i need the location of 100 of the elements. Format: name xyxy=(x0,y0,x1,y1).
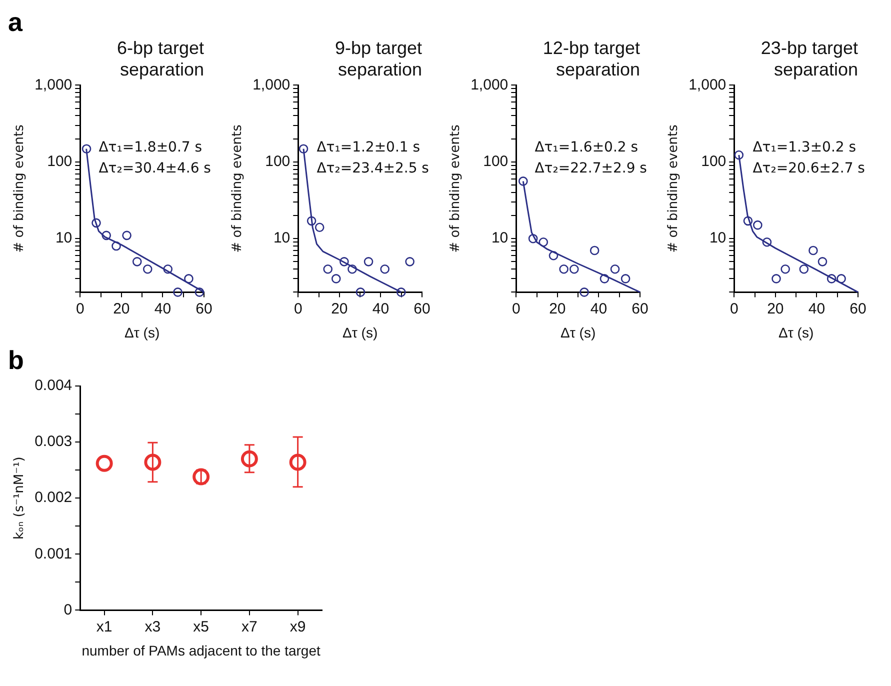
x-tick-label: x3 xyxy=(144,618,161,636)
x-axis-title: Δτ (s) xyxy=(342,324,378,340)
point xyxy=(799,264,809,274)
x-tick-label: 20 xyxy=(549,300,566,318)
x-tick-label: 0 xyxy=(512,300,520,318)
point xyxy=(753,220,762,230)
point xyxy=(142,264,152,274)
point xyxy=(772,274,781,284)
point xyxy=(92,218,101,228)
point xyxy=(780,264,790,274)
x-tick-label: 60 xyxy=(414,300,430,318)
text: a xyxy=(8,7,24,37)
y-tick-label: 100 xyxy=(47,153,72,170)
x-tick-label: 60 xyxy=(632,300,648,318)
point xyxy=(132,257,142,266)
annotation: Δτ₁=1.6±0.2 s xyxy=(534,140,638,156)
chart-title: 9-bp target separation xyxy=(334,38,422,80)
chart-title: 12-bp target separation xyxy=(542,38,640,80)
y-tick-label: 100 xyxy=(483,153,508,170)
point xyxy=(331,274,341,284)
y-tick-label: 10 xyxy=(491,230,508,247)
y-axis-title: # of binding events xyxy=(12,124,28,253)
point xyxy=(559,264,568,274)
point xyxy=(580,288,589,297)
point xyxy=(144,454,162,471)
point xyxy=(620,274,630,284)
point xyxy=(323,264,333,274)
point xyxy=(194,288,204,297)
point xyxy=(518,176,528,186)
annotation: Δτ₁=1.2±0.1 s xyxy=(316,140,420,156)
point xyxy=(396,288,406,297)
annotation: Δτ₂=20.6±2.7 s xyxy=(752,160,865,177)
point xyxy=(163,264,173,274)
y-axis-title: # of binding events xyxy=(230,124,246,253)
annotation: Δτ₂=30.4±4.6 s xyxy=(98,160,211,177)
point xyxy=(808,246,818,256)
point xyxy=(184,274,194,284)
point xyxy=(306,216,316,226)
x-tick-label: x1 xyxy=(96,618,112,636)
x-axis-title: Δτ (s) xyxy=(778,324,814,340)
x-tick-label: 0 xyxy=(76,300,84,318)
point xyxy=(818,257,828,266)
point xyxy=(96,454,113,472)
y-tick-label: 1,000 xyxy=(688,76,726,94)
point xyxy=(240,450,258,468)
annotation: Δτ₂=23.4±2.5 s xyxy=(316,160,429,177)
point xyxy=(122,230,132,240)
x-tick-label: 20 xyxy=(113,300,130,318)
annotation: Δτ₁=1.8±0.7 s xyxy=(98,140,202,156)
point xyxy=(356,288,366,297)
y-axis-title: kₒₙ (s⁻¹nM⁻¹) xyxy=(12,456,28,540)
text: b xyxy=(8,345,25,375)
point xyxy=(289,454,306,471)
x-axis-title: Δτ (s) xyxy=(124,324,160,340)
point xyxy=(102,230,112,240)
point xyxy=(836,274,846,284)
point xyxy=(340,257,349,266)
x-axis-title: Δτ (s) xyxy=(560,324,596,340)
chart-title: 6-bp target separation xyxy=(116,38,204,80)
point xyxy=(590,246,600,256)
y-tick-label: 10 xyxy=(273,230,290,247)
x-tick-label: 60 xyxy=(850,300,866,318)
y-tick-label: 1,000 xyxy=(470,76,508,94)
y-tick-label: 0.001 xyxy=(34,545,72,562)
point xyxy=(548,250,558,260)
x-tick-label: x5 xyxy=(193,618,209,636)
y-tick-label: 0.004 xyxy=(34,377,72,394)
annotation: Δτ₂=22.7±2.9 s xyxy=(534,160,647,177)
y-tick-label: 0.003 xyxy=(34,433,72,450)
x-tick-label: x7 xyxy=(242,618,258,636)
y-tick-label: 1,000 xyxy=(252,76,290,94)
point xyxy=(314,222,324,232)
point xyxy=(405,257,414,266)
point xyxy=(528,234,538,244)
point xyxy=(82,144,92,154)
point xyxy=(348,264,357,274)
x-tick-label: 60 xyxy=(196,300,212,318)
point xyxy=(173,288,182,297)
point xyxy=(298,144,308,154)
point xyxy=(538,237,548,247)
y-axis-title: # of binding events xyxy=(666,124,682,253)
y-tick-label: 10 xyxy=(709,230,726,247)
y-tick-label: 0 xyxy=(64,601,72,618)
y-tick-label: 0.002 xyxy=(34,489,72,506)
point xyxy=(734,150,744,160)
point xyxy=(364,257,374,266)
x-tick-label: 40 xyxy=(372,300,390,318)
point xyxy=(826,274,836,284)
x-tick-label: 20 xyxy=(331,300,348,318)
x-tick-label: 40 xyxy=(808,300,826,318)
point xyxy=(743,216,753,226)
point xyxy=(610,264,620,274)
x-axis-title: number of PAMs adjacent to the target xyxy=(82,642,320,658)
point xyxy=(192,468,210,486)
x-tick-label: 40 xyxy=(154,300,172,318)
y-tick-label: 100 xyxy=(701,153,726,170)
chart-title: 23-bp target separation xyxy=(760,38,858,80)
x-tick-label: 40 xyxy=(590,300,608,318)
x-tick-label: x9 xyxy=(290,618,306,636)
point xyxy=(112,241,121,251)
